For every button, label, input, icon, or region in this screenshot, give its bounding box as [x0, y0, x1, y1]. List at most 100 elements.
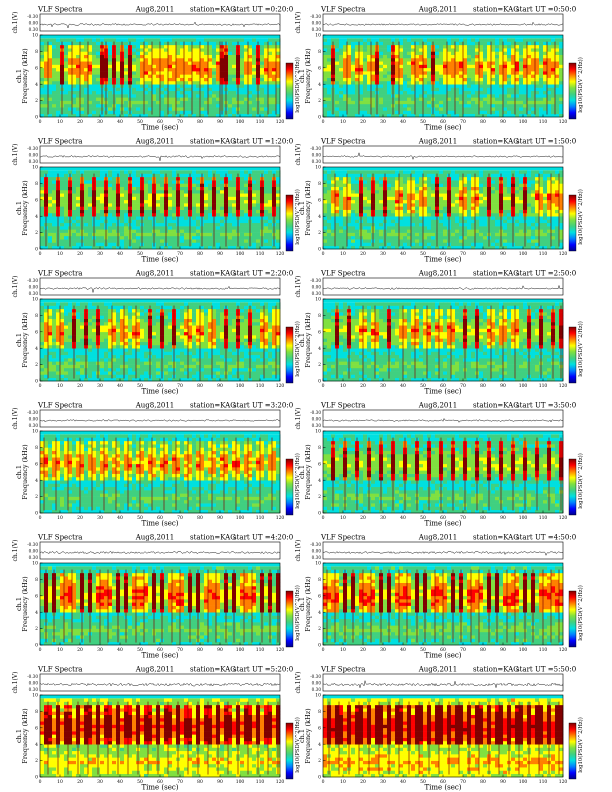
- freq-tick-label: 2: [35, 626, 38, 632]
- time-tick-label: 20: [77, 251, 83, 257]
- colorbar-label: log10(PSD(V^2/Hz)): [577, 717, 584, 773]
- waveform-frame: [39, 409, 281, 428]
- waveform-tick-label: 0.30: [312, 27, 322, 32]
- time-tick-label: 90: [217, 779, 223, 785]
- burst-mark: [500, 437, 502, 511]
- burst-mark: [384, 173, 386, 247]
- waveform-tick-label: 0.00: [312, 416, 322, 421]
- burst-mark: [43, 437, 45, 511]
- colorbar: [568, 194, 577, 252]
- burst-mark: [488, 701, 490, 775]
- time-tick-label: 80: [480, 515, 486, 521]
- time-tick-label: 60: [157, 251, 163, 257]
- freq-tick-label: 6: [318, 725, 321, 731]
- time-tick-label: 70: [177, 779, 183, 785]
- freq-tick-label: 4: [35, 346, 38, 352]
- burst-mark: [91, 437, 93, 511]
- spectrogram-image: [323, 35, 564, 118]
- burst-mark: [426, 305, 428, 379]
- time-tick-label: 60: [157, 383, 163, 389]
- waveform-tick-label: 0.30: [312, 555, 322, 560]
- colorbar-label: log10(PSD(V^2/Hz)): [294, 717, 301, 773]
- panel-date-label: Aug8,2011: [135, 666, 175, 674]
- burst-mark: [388, 569, 390, 643]
- waveform-trace: [322, 551, 564, 556]
- time-tick-label: 100: [519, 515, 528, 521]
- burst-mark: [478, 701, 480, 775]
- spectrogram-image: [40, 563, 281, 646]
- time-tick-label: 100: [236, 251, 245, 257]
- burst-mark: [217, 701, 219, 775]
- time-tick-label: 80: [480, 647, 486, 653]
- colorbar: [568, 326, 577, 384]
- time-tick-label: 80: [480, 383, 486, 389]
- freq-tick-label: 2: [35, 230, 38, 236]
- time-tick-label: 50: [137, 515, 143, 521]
- time-tick-label: 40: [400, 515, 406, 521]
- panel-start-ut: start UT =5:50:0: [516, 666, 576, 674]
- time-tick-label: 70: [460, 383, 466, 389]
- burst-mark: [137, 701, 139, 775]
- time-tick-label: 90: [217, 383, 223, 389]
- panel-date-label: Aug8,2011: [418, 270, 458, 278]
- time-tick-label: 80: [480, 119, 486, 125]
- waveform-frame: [322, 673, 564, 692]
- time-tick-label: 50: [137, 647, 143, 653]
- waveform-tick-label: -0.30: [310, 542, 321, 547]
- time-tick-label: 100: [236, 515, 245, 521]
- freq-tick-label: 2: [35, 758, 38, 764]
- burst-mark: [45, 173, 47, 247]
- burst-mark: [452, 437, 454, 511]
- colorbar-label: log10(PSD(V^2/Hz)): [294, 585, 301, 641]
- burst-mark: [223, 437, 225, 511]
- time-tick-label: 40: [117, 251, 123, 257]
- panel-station-label: station=KAG: [473, 666, 519, 674]
- burst-mark: [85, 305, 87, 379]
- burst-mark: [197, 569, 199, 643]
- burst-mark: [528, 305, 530, 379]
- burst-mark: [151, 41, 153, 115]
- panel-figure-title: VLF Spectra: [320, 666, 365, 674]
- burst-mark: [129, 173, 131, 247]
- time-tick-label: 0: [39, 779, 42, 785]
- burst-mark: [167, 701, 169, 775]
- waveform-tick-label: 0.30: [29, 291, 39, 296]
- time-tick-label: 80: [480, 251, 486, 257]
- burst-mark: [219, 41, 221, 115]
- time-tick-label: 80: [480, 779, 486, 785]
- freq-tick-label: 8: [318, 445, 321, 451]
- time-xlabel: Time (sec): [424, 784, 461, 792]
- time-tick-label: 40: [400, 647, 406, 653]
- waveform-frame: [322, 13, 564, 32]
- time-tick-label: 30: [97, 779, 103, 785]
- freq-ylabel-prefix: ch.1: [15, 333, 23, 347]
- burst-mark: [388, 701, 390, 775]
- burst-mark: [263, 305, 265, 379]
- freq-ylabel: Frequency (kHz): [304, 444, 312, 500]
- burst-mark: [103, 437, 105, 511]
- burst-mark: [514, 305, 516, 379]
- burst-mark: [249, 305, 251, 379]
- burst-mark: [380, 569, 382, 643]
- burst-mark: [207, 569, 209, 643]
- burst-mark: [490, 305, 492, 379]
- freq-ylabel-prefix: ch.1: [298, 201, 306, 215]
- freq-ylabel-prefix: ch.1: [15, 201, 23, 215]
- time-tick-label: 100: [236, 119, 245, 125]
- time-tick-label: 20: [360, 251, 366, 257]
- burst-mark: [267, 701, 269, 775]
- burst-mark: [388, 305, 390, 379]
- burst-mark: [111, 305, 113, 379]
- waveform-tick-label: -0.30: [310, 410, 321, 415]
- freq-tick-label: 4: [35, 214, 38, 220]
- burst-mark: [450, 305, 452, 379]
- freq-tick-label: 8: [35, 445, 38, 451]
- freq-tick-label: 8: [35, 313, 38, 319]
- freq-tick-label: 4: [318, 742, 321, 748]
- time-tick-label: 70: [177, 647, 183, 653]
- burst-mark: [105, 173, 107, 247]
- burst-mark: [127, 437, 129, 511]
- waveform-frame: [39, 145, 281, 164]
